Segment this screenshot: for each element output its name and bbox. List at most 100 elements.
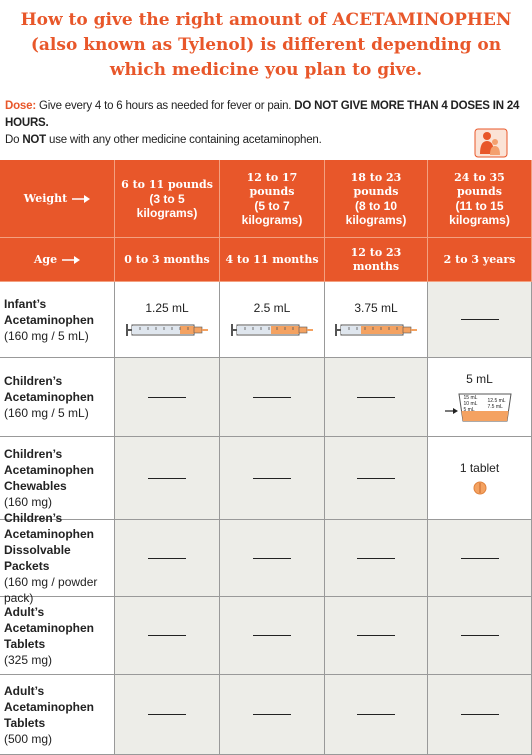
dash <box>357 635 395 636</box>
weight-column: 24 to 35 pounds (11 to 15 kilograms) <box>428 160 532 238</box>
dose-cell <box>428 282 532 358</box>
dash <box>148 714 186 715</box>
dash <box>253 635 291 636</box>
dose-cell <box>115 675 220 755</box>
age: 12 to 23 months <box>350 245 402 273</box>
age-column: 4 to 11 months <box>220 238 325 282</box>
dose-cell <box>220 437 325 520</box>
weight-column: 12 to 17 pounds (5 to 7 kilograms) <box>220 160 325 238</box>
weight-metric: (8 to 10 kilograms) <box>345 198 407 227</box>
weight: 12 to 17 pounds <box>246 170 298 198</box>
dose-cell <box>115 358 220 437</box>
age-column: 12 to 23 months <box>325 238 428 282</box>
dose-amount: 1 tablet <box>459 461 500 475</box>
medicine-strength: (160 mg) <box>4 495 53 509</box>
dash <box>357 714 395 715</box>
weight-header: Weight <box>0 160 115 238</box>
weight: 24 to 35 pounds <box>454 170 505 198</box>
dose-line2-bold: NOT <box>22 134 46 146</box>
syringe <box>335 323 417 336</box>
dose-cell: 1 tablet <box>428 437 532 520</box>
dose-amount: 3.75 mL <box>354 300 398 315</box>
medicine-label: Children’s Acetaminophen (160 mg / 5 mL) <box>0 358 115 437</box>
dose-warning: DO NOT GIVE MORE THAN 4 DOSES IN 24 HOUR… <box>5 100 520 129</box>
arrow <box>72 194 91 203</box>
dose-amount: 1.25 mL <box>145 300 189 315</box>
dose-cell <box>115 597 220 675</box>
measuring-cup: 15 mL 10 mL 5 mL 12.5 mL 7.5 mL <box>444 392 515 422</box>
dash <box>460 714 499 715</box>
medicine-label: Adult’s Acetaminophen Tablets (500 mg) <box>0 675 115 755</box>
dose-cell <box>325 358 428 437</box>
medicine-name: Children’s Acetaminophen Chewables <box>4 447 95 493</box>
family-icon <box>474 128 508 158</box>
dose-cell <box>115 437 220 520</box>
dash <box>148 396 186 398</box>
dose-cell: 1.25 mL <box>115 282 220 358</box>
weight-column: 18 to 23 pounds (8 to 10 kilograms) <box>325 160 428 238</box>
dose-cell <box>220 597 325 675</box>
dash <box>460 319 499 320</box>
arrow <box>62 255 81 264</box>
cup-mark: 15 mL <box>463 395 478 401</box>
dose-cell <box>428 675 532 755</box>
dash <box>460 557 499 559</box>
dose-cell <box>220 358 325 437</box>
dose-cell <box>325 675 428 755</box>
dose-text: Give every 4 to 6 hours as needed for fe… <box>38 100 292 112</box>
age-column: 2 to 3 years <box>428 238 532 282</box>
cup-mark: 10 mL <box>463 401 478 407</box>
dash <box>148 477 186 479</box>
dash <box>460 635 499 636</box>
dash <box>253 477 291 479</box>
tablet <box>473 481 486 495</box>
dose-cell: 2.5 mL <box>220 282 325 358</box>
dose-cell <box>325 437 428 520</box>
dosing-table: Weight Age 6 to 11 pounds (3 to 5 kilograms… <box>0 160 532 755</box>
medicine-strength: (325 mg) <box>4 652 53 667</box>
dose-amount: 2.5 mL <box>253 300 291 315</box>
dash <box>253 714 291 715</box>
cup-mark: 12.5 mL <box>487 398 506 404</box>
age-header: Age <box>0 238 115 282</box>
dose-cell <box>220 520 325 597</box>
age: 2 to 3 years <box>443 252 516 266</box>
cup-mark: 5 mL <box>463 407 475 413</box>
medicine-name: Adult’s Acetaminophen Tablets <box>4 683 95 730</box>
weight: 6 to 11 pounds <box>121 177 213 191</box>
dose-cell <box>115 520 220 597</box>
medicine-strength: (160 mg / 5 mL) <box>4 328 89 343</box>
dose-cell <box>428 520 532 597</box>
age-column: 0 to 3 months <box>115 238 220 282</box>
weight-metric: (5 to 7 kilograms) <box>241 198 303 227</box>
weight: 18 to 23 pounds <box>350 170 402 198</box>
medicine-label: Adult’s Acetaminophen Tablets (325 mg) <box>0 597 115 675</box>
dose-line2-end: use with any other medicine containing a… <box>49 134 322 146</box>
dash <box>148 557 186 559</box>
medicine-name: Children’s Acetaminophen <box>4 374 95 404</box>
weight-label: Weight <box>23 191 68 205</box>
dash <box>148 635 186 636</box>
dose-cell <box>428 597 532 675</box>
dose-cell: 3.75 mL <box>325 282 428 358</box>
dose-cell <box>220 675 325 755</box>
cup-mark: 7.5 mL <box>487 404 503 410</box>
dash <box>357 396 395 398</box>
dash <box>253 557 291 559</box>
weight-metric: (3 to 5 kilograms) <box>136 191 198 220</box>
dose-amount: 5 mL <box>466 372 493 386</box>
age: 4 to 11 months <box>225 252 319 266</box>
dose-instructions: Dose: Give every 4 to 6 hours as needed … <box>5 98 525 149</box>
dose-cell <box>325 520 428 597</box>
medicine-strength: (160 mg / powder pack) <box>4 575 98 605</box>
age: 0 to 3 months <box>124 252 210 266</box>
medicine-name: Adult’s Acetaminophen Tablets <box>4 604 95 651</box>
dose-cell: 5 mL 15 mL 10 mL 5 mL 12.5 mL 7.5 mL <box>428 358 532 437</box>
title: How to give the right amount of ACETAMIN… <box>20 10 512 80</box>
medicine-name: Infant’s Acetaminophen <box>4 296 95 327</box>
dose-label: Dose: <box>5 100 36 112</box>
cup <box>444 393 512 422</box>
dash <box>253 396 291 398</box>
medicine-label: Children’s Acetaminophen Dissolvable Pac… <box>0 511 115 605</box>
